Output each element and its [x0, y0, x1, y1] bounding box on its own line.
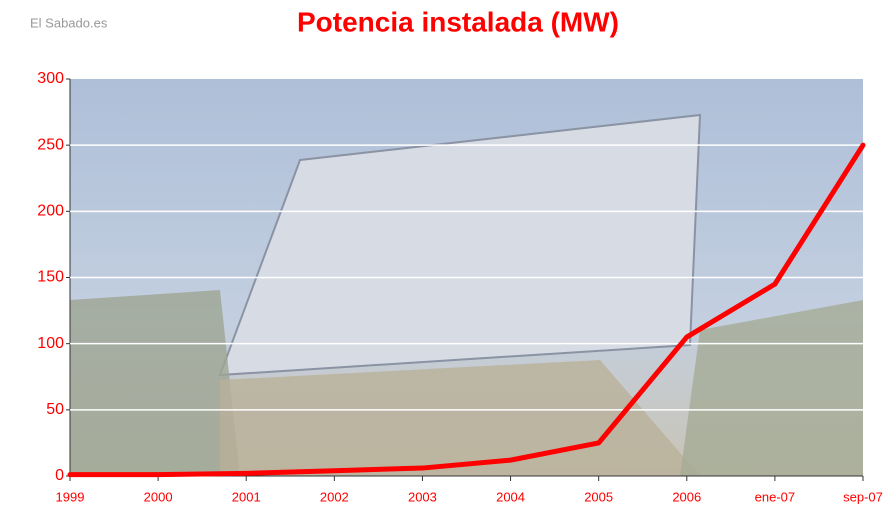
- x-tick-label: 2003: [408, 489, 437, 504]
- x-tick-label: 2006: [672, 489, 701, 504]
- x-tick-label: sep-07: [843, 489, 883, 504]
- x-tick-label: ene-07: [755, 489, 795, 504]
- y-tick-label: 300: [37, 70, 64, 87]
- y-tick-label: 250: [37, 136, 64, 153]
- x-tick-label: 2002: [320, 489, 349, 504]
- y-tick-label: 200: [37, 203, 64, 220]
- data-line: [67, 142, 866, 478]
- source-label: El Sabado.es: [30, 15, 108, 30]
- y-tick-label: 0: [55, 467, 64, 484]
- x-tick-label: 1999: [56, 489, 85, 504]
- y-tick-label: 100: [37, 335, 64, 352]
- y-tick-label: 150: [37, 269, 64, 286]
- x-tick-label: 2005: [584, 489, 613, 504]
- chart-title: Potencia instalada (MW): [297, 6, 619, 37]
- x-tick-label: 2004: [496, 489, 525, 504]
- x-tick-label: 2000: [144, 489, 173, 504]
- x-tick-label: 2001: [232, 489, 261, 504]
- y-tick-label: 50: [46, 401, 64, 418]
